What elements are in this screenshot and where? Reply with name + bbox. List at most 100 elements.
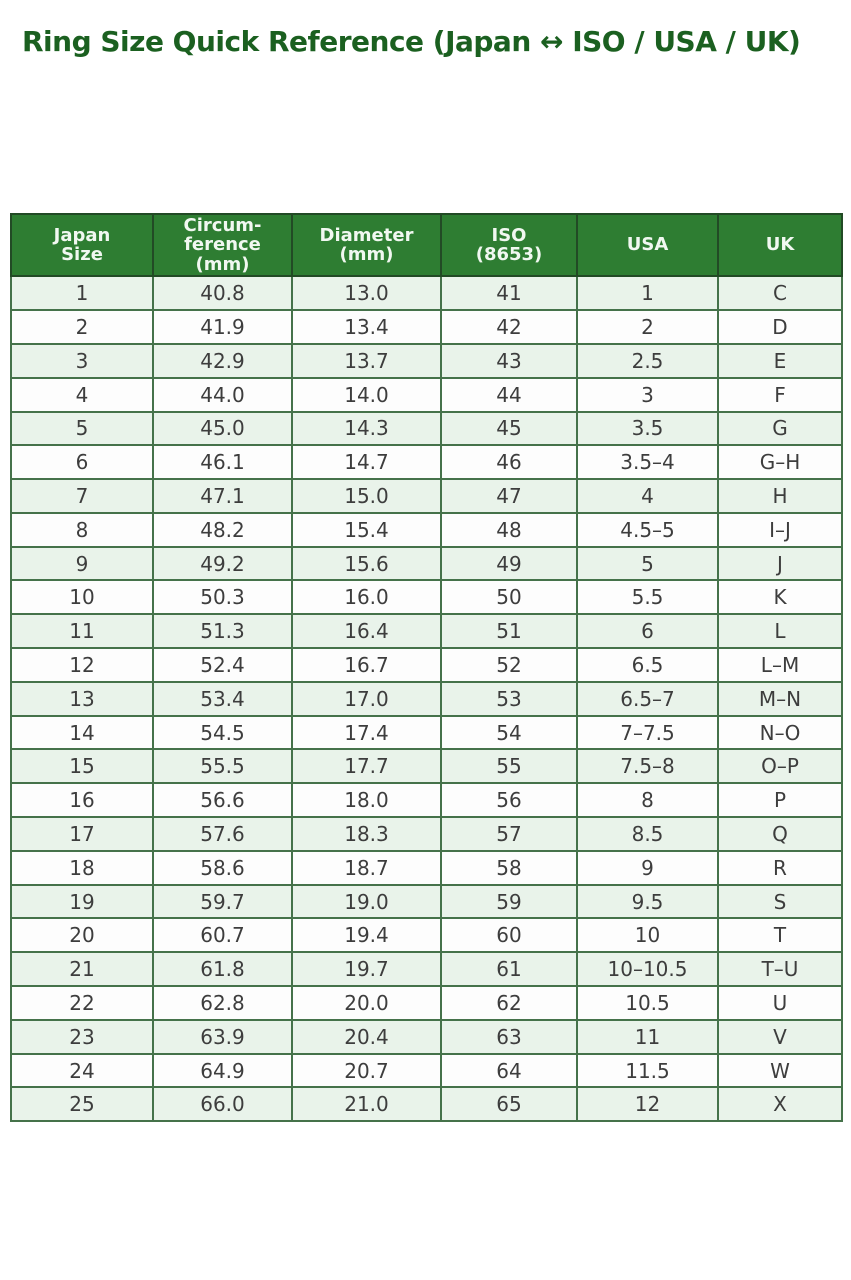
table-row: 22 62.8 20.0 62 10.5 U xyxy=(10,985,843,1021)
table-cell: 49.2 xyxy=(152,545,293,582)
table-cell: 11.5 xyxy=(576,1052,719,1089)
table-cell: L–M xyxy=(717,647,843,683)
table-cell: W xyxy=(717,1052,843,1089)
table-row: 13 53.4 17.0 53 6.5–7 M–N xyxy=(10,680,843,717)
table-cell: G xyxy=(717,410,843,447)
table-header: Japan Size Circum- ference (mm) Diameter (… xyxy=(10,212,843,278)
table-cell: 45 xyxy=(440,410,578,447)
table-cell: U xyxy=(717,985,843,1021)
table-row: 17 57.6 18.3 57 8.5 Q xyxy=(10,816,843,852)
column-header-4: ISO (8653) xyxy=(440,212,578,278)
table-header-row: Japan Size Circum- ference (mm) Diameter (… xyxy=(10,212,843,278)
table-cell: 20.7 xyxy=(291,1052,442,1089)
table-cell: 15 xyxy=(10,748,154,785)
table-cell: 5.5 xyxy=(576,579,719,616)
table-cell: 44.0 xyxy=(152,376,293,413)
table-cell: X xyxy=(717,1086,843,1123)
table-cell: 10 xyxy=(576,917,719,954)
table-row: 24 64.9 20.7 64 11.5 W xyxy=(10,1052,843,1089)
table-cell: 19.4 xyxy=(291,917,442,954)
table-row: 16 56.6 18.0 56 8 P xyxy=(10,782,843,819)
table-cell: 16.7 xyxy=(291,647,442,683)
table-cell: H xyxy=(717,478,843,514)
table-cell: 51 xyxy=(440,613,578,650)
table-cell: 12 xyxy=(10,647,154,683)
table-cell: 63 xyxy=(440,1018,578,1055)
table-cell: 17.0 xyxy=(291,680,442,717)
table-cell: 3 xyxy=(10,342,154,379)
table-row: 21 61.8 19.7 61 10–10.5 T–U xyxy=(10,951,843,988)
table-cell: 20.4 xyxy=(291,1018,442,1055)
table-cell: 44 xyxy=(440,376,578,413)
table-cell: 18.3 xyxy=(291,816,442,852)
table-cell: 48 xyxy=(440,511,578,548)
table-cell: 18.0 xyxy=(291,782,442,819)
table-cell: 9.5 xyxy=(576,883,719,920)
table-cell: 10–10.5 xyxy=(576,951,719,988)
table-cell: 3.5 xyxy=(576,410,719,447)
table-cell: T xyxy=(717,917,843,954)
table-cell: 52 xyxy=(440,647,578,683)
table-cell: C xyxy=(717,275,843,312)
table-cell: 56.6 xyxy=(152,782,293,819)
table-cell: 7 xyxy=(10,478,154,514)
table-cell: N–O xyxy=(717,714,843,751)
table-cell: 10 xyxy=(10,579,154,616)
table-cell: 60.7 xyxy=(152,917,293,954)
table-cell: 13.7 xyxy=(291,342,442,379)
table-cell: 21 xyxy=(10,951,154,988)
table-cell: 11 xyxy=(576,1018,719,1055)
table-cell: 50.3 xyxy=(152,579,293,616)
table-row: 2 41.9 13.4 42 2 D xyxy=(10,309,843,345)
table-cell: 23 xyxy=(10,1018,154,1055)
table-cell: I–J xyxy=(717,511,843,548)
table-cell: 60 xyxy=(440,917,578,954)
table-cell: 17.4 xyxy=(291,714,442,751)
table-cell: 14.0 xyxy=(291,376,442,413)
table-cell: 52.4 xyxy=(152,647,293,683)
table-cell: 17.7 xyxy=(291,748,442,785)
table-row: 12 52.4 16.7 52 6.5 L–M xyxy=(10,647,843,683)
table-cell: 54 xyxy=(440,714,578,751)
table-row: 8 48.2 15.4 48 4.5–5 I–J xyxy=(10,511,843,548)
table-cell: 46 xyxy=(440,444,578,481)
ring-size-conversion-table: Japan Size Circum- ference (mm) Diameter (… xyxy=(10,212,843,1123)
table-cell: 45.0 xyxy=(152,410,293,447)
table-cell: 8 xyxy=(576,782,719,819)
table-cell: 18 xyxy=(10,849,154,886)
table-cell: 13 xyxy=(10,680,154,717)
table-cell: 22 xyxy=(10,985,154,1021)
table-cell: 14 xyxy=(10,714,154,751)
table-cell: 11 xyxy=(10,613,154,650)
table-cell: 5 xyxy=(576,545,719,582)
table-cell: 16 xyxy=(10,782,154,819)
table-row: 25 66.0 21.0 65 12 X xyxy=(10,1086,843,1123)
table-cell: 1 xyxy=(10,275,154,312)
table-row: 6 46.1 14.7 46 3.5–4 G–H xyxy=(10,444,843,481)
table-cell: 15.4 xyxy=(291,511,442,548)
table-cell: L xyxy=(717,613,843,650)
table-cell: 50 xyxy=(440,579,578,616)
table-cell: 13.0 xyxy=(291,275,442,312)
table-cell: 65 xyxy=(440,1086,578,1123)
table-cell: M–N xyxy=(717,680,843,717)
table-row: 9 49.2 15.6 49 5 J xyxy=(10,545,843,582)
table-row: 3 42.9 13.7 43 2.5 E xyxy=(10,342,843,379)
table-cell: Q xyxy=(717,816,843,852)
table-cell: 19.7 xyxy=(291,951,442,988)
table-cell: 64 xyxy=(440,1052,578,1089)
table-cell: D xyxy=(717,309,843,345)
table-row: 14 54.5 17.4 54 7–7.5 N–O xyxy=(10,714,843,751)
table-cell: 19 xyxy=(10,883,154,920)
table-cell: 58 xyxy=(440,849,578,886)
table-cell: 7.5–8 xyxy=(576,748,719,785)
table-cell: 14.3 xyxy=(291,410,442,447)
table-cell: 58.6 xyxy=(152,849,293,886)
column-header-3: Diameter (mm) xyxy=(291,212,442,278)
table-cell: T–U xyxy=(717,951,843,988)
table-cell: 62 xyxy=(440,985,578,1021)
table-cell: 55.5 xyxy=(152,748,293,785)
table-cell: 13.4 xyxy=(291,309,442,345)
table-row: 19 59.7 19.0 59 9.5 S xyxy=(10,883,843,920)
